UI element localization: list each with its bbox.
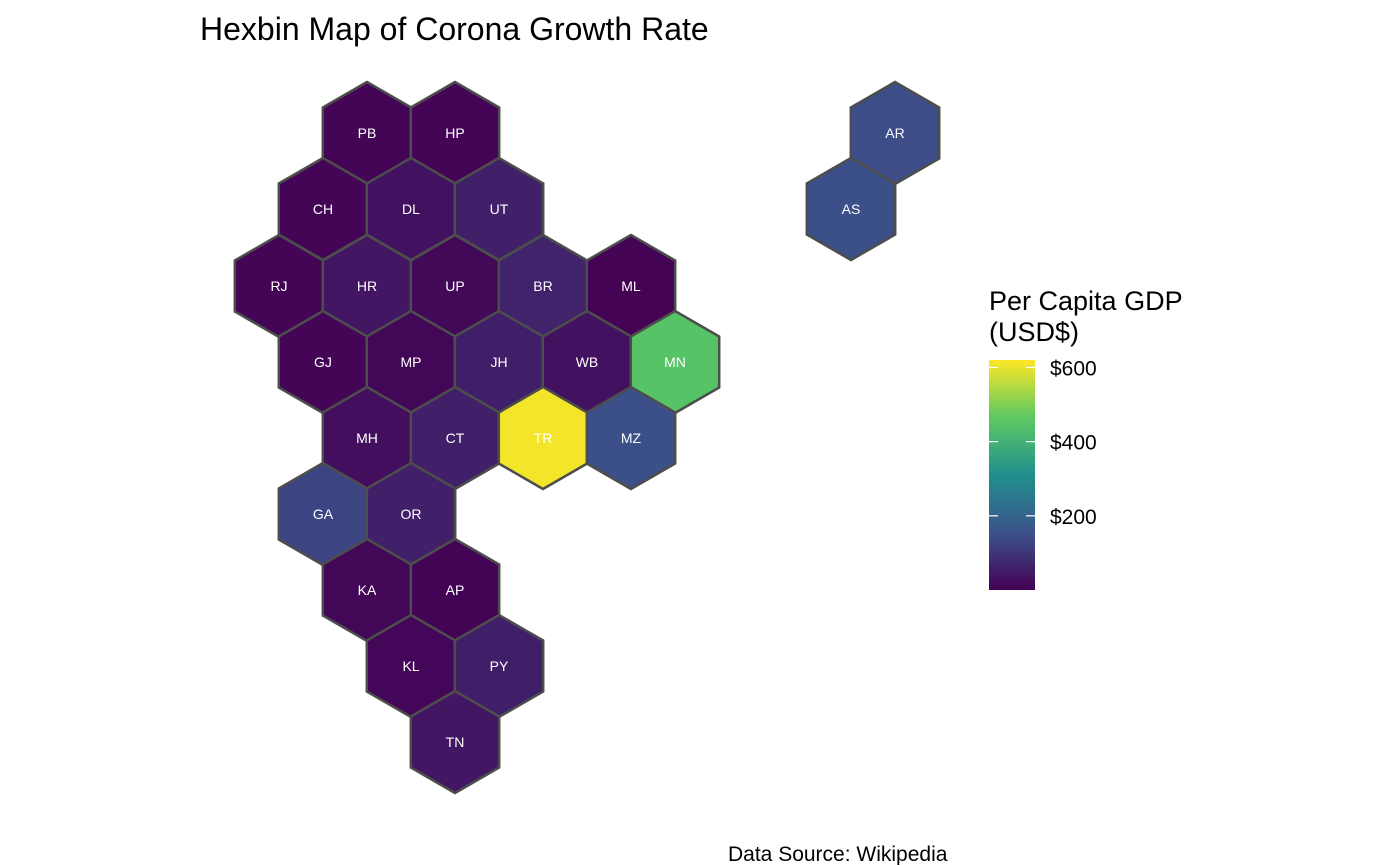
hex-label: CT (446, 430, 465, 446)
legend-colorbar (989, 360, 1035, 590)
hex-label: MH (356, 430, 378, 446)
legend-tick-label: $600 (1050, 357, 1097, 380)
hex-label: OR (401, 506, 422, 522)
hex-label: UP (445, 278, 464, 294)
hex-label: GA (313, 506, 334, 522)
hex-label: RJ (270, 278, 287, 294)
hex-region-hr: HR (321, 233, 413, 339)
hex-region-tn: TN (409, 689, 501, 795)
hex-label: AS (842, 201, 861, 217)
hex-label: GJ (314, 354, 332, 370)
hex-label: JH (490, 354, 507, 370)
hex-label: BR (533, 278, 552, 294)
hex-label: KL (402, 658, 419, 674)
legend-tick-label: $200 (1050, 506, 1097, 529)
hex-region-mn: MN (629, 309, 721, 415)
hex-label: UT (490, 201, 509, 217)
hex-label: KA (358, 582, 377, 598)
hex-label: CH (313, 201, 333, 217)
legend-title-line1: Per Capita GDP (989, 286, 1183, 316)
hex-region-as: AS (805, 156, 897, 262)
hex-label: TN (446, 734, 465, 750)
legend-ticks: $200 $400 $600 (989, 357, 1097, 529)
hex-label: MZ (621, 430, 642, 446)
hex-region-mz: MZ (585, 385, 677, 491)
legend-title-line2: (USD$) (989, 317, 1079, 347)
hex-label: DL (402, 201, 420, 217)
hex-label: AR (885, 125, 904, 141)
hex-cell (805, 156, 897, 262)
legend-tick-label: $400 (1050, 432, 1097, 455)
hex-cell (409, 689, 501, 795)
hex-label: MP (401, 354, 422, 370)
hex-label: PY (490, 658, 509, 674)
hex-label: HP (445, 125, 464, 141)
legend: Per Capita GDP (USD$) $200 $400 $600 (989, 286, 1183, 590)
hex-label: TR (534, 430, 553, 446)
data-source-caption: Data Source: Wikipedia (728, 843, 948, 865)
hex-cell (585, 385, 677, 491)
hex-label: HR (357, 278, 377, 294)
hex-label: AP (446, 582, 465, 598)
chart-title: Hexbin Map of Corona Growth Rate (200, 11, 709, 47)
hex-map: PB HP CH DL UT RJ HR UP BR ML GJ MP JH WB MN MH CT TR MZ GA… (233, 80, 941, 795)
hex-label: WB (576, 354, 599, 370)
hex-label: MN (664, 354, 686, 370)
hex-label: PB (358, 125, 377, 141)
hex-label: ML (621, 278, 641, 294)
